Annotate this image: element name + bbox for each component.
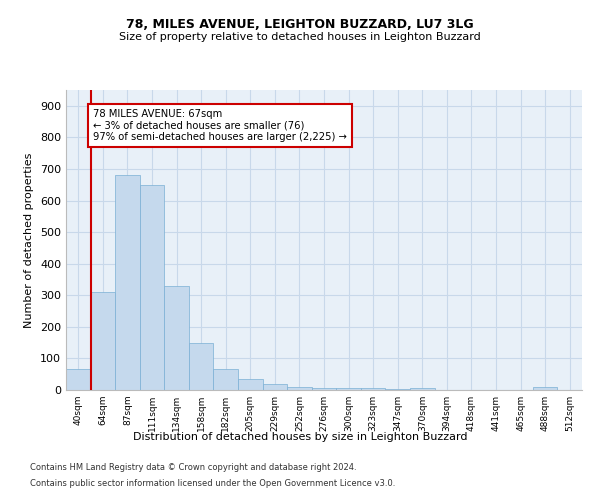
Bar	[312, 388, 336, 390]
Bar	[263, 384, 287, 390]
Text: Distribution of detached houses by size in Leighton Buzzard: Distribution of detached houses by size …	[133, 432, 467, 442]
Bar	[140, 184, 164, 390]
Bar	[214, 370, 238, 390]
Bar	[361, 388, 385, 390]
Bar	[66, 370, 91, 390]
Bar	[164, 286, 189, 390]
Text: Contains public sector information licensed under the Open Government Licence v3: Contains public sector information licen…	[30, 478, 395, 488]
Text: Contains HM Land Registry data © Crown copyright and database right 2024.: Contains HM Land Registry data © Crown c…	[30, 464, 356, 472]
Bar	[238, 379, 263, 390]
Bar	[287, 387, 312, 390]
Bar	[533, 388, 557, 390]
Y-axis label: Number of detached properties: Number of detached properties	[25, 152, 34, 328]
Bar	[91, 292, 115, 390]
Text: 78 MILES AVENUE: 67sqm
← 3% of detached houses are smaller (76)
97% of semi-deta: 78 MILES AVENUE: 67sqm ← 3% of detached …	[93, 109, 347, 142]
Text: Size of property relative to detached houses in Leighton Buzzard: Size of property relative to detached ho…	[119, 32, 481, 42]
Text: 78, MILES AVENUE, LEIGHTON BUZZARD, LU7 3LG: 78, MILES AVENUE, LEIGHTON BUZZARD, LU7 …	[126, 18, 474, 30]
Bar	[115, 176, 140, 390]
Bar	[410, 388, 434, 390]
Bar	[336, 388, 361, 390]
Bar	[189, 342, 214, 390]
